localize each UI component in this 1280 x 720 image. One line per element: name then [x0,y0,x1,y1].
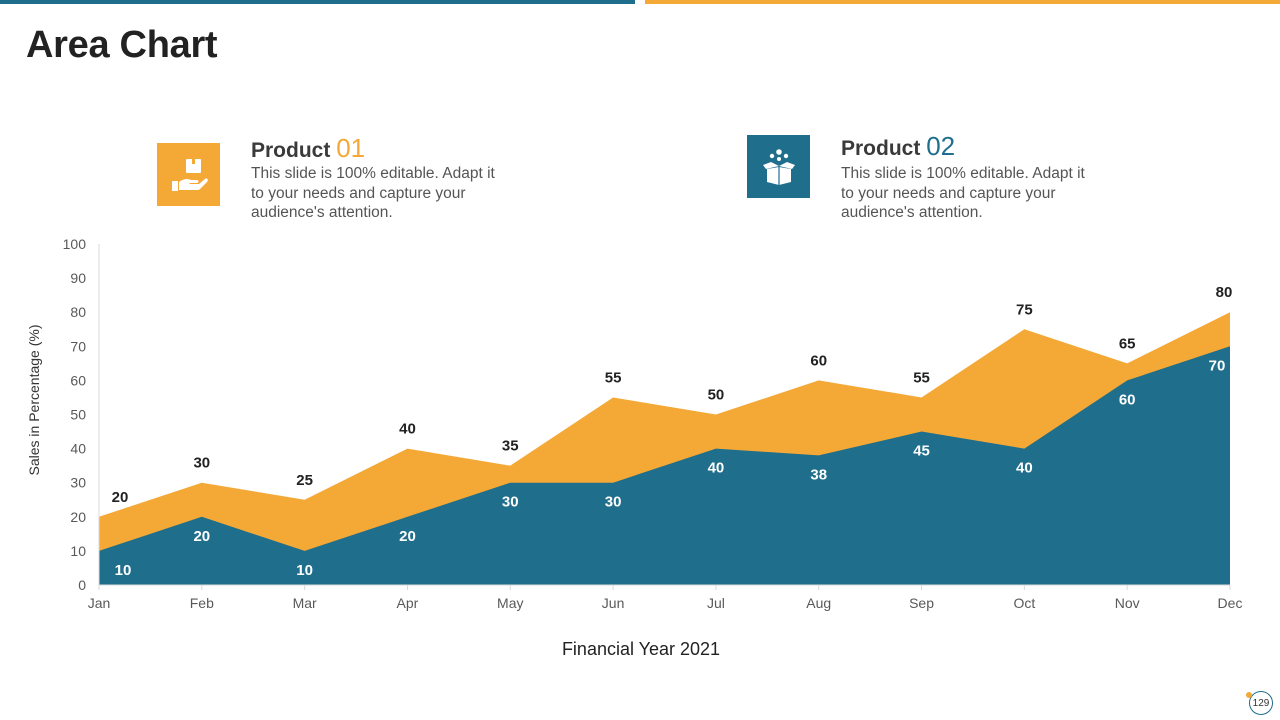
data-label-series-2: 10 [296,562,313,579]
data-label-series-2: 70 [1209,357,1226,374]
open-box-icon [762,148,795,185]
page-number-badge: 129 [1249,691,1273,715]
data-label-series-1: 35 [502,438,519,455]
data-label-series-2: 30 [502,494,519,511]
product-2-label: Product [841,137,921,160]
data-label-series-2: 30 [605,494,622,511]
data-label-series-2: 40 [1016,460,1033,477]
product-2-description: This slide is 100% editable. Adapt it to… [841,165,1085,221]
data-label-series-1: 60 [810,352,827,369]
x-tick-label: Apr [397,595,419,611]
x-tick-label: Jan [88,595,111,611]
data-label-series-2: 40 [708,460,725,477]
data-label-series-1: 40 [399,421,416,438]
y-tick-label: 20 [70,509,86,525]
top-accent-bar-right [645,0,1280,4]
product-2-icon-box [747,135,810,198]
data-label-series-2: 60 [1119,391,1136,408]
data-label-series-1: 50 [708,387,725,404]
top-accent-bar-left [0,0,635,4]
y-tick-label: 100 [63,236,87,252]
product-1-description: This slide is 100% editable. Adapt it to… [251,165,495,221]
area-series-2 [99,346,1230,585]
y-tick-label: 90 [70,270,86,286]
x-tick-label: Mar [293,595,317,611]
data-label-series-1: 55 [913,369,930,386]
y-axis-title: Sales in Percentage (%) [26,325,42,476]
y-tick-label: 70 [70,338,86,354]
data-label-series-1: 30 [193,455,210,472]
y-tick-label: 60 [70,372,86,388]
data-label-series-1: 25 [296,472,313,489]
page-title: Area Chart [26,24,218,66]
data-label-series-2: 45 [913,443,930,460]
y-tick-label: 80 [70,304,86,320]
data-label-series-1: 80 [1216,284,1233,301]
page-number-dot [1246,692,1252,698]
data-label-series-2: 20 [399,528,416,545]
page-number: 129 [1252,697,1270,709]
x-tick-label: Feb [190,595,214,611]
product-1-number: 01 [336,133,366,163]
data-label-series-2: 20 [193,528,210,545]
x-tick-label: Oct [1013,595,1035,611]
hand-holding-box-icon [171,158,208,191]
x-tick-label: Sep [909,595,934,611]
y-tick-label: 10 [70,543,86,559]
y-tick-label: 30 [70,475,86,491]
data-label-series-1: 65 [1119,335,1136,352]
y-tick-label: 50 [70,407,86,423]
x-tick-label: Nov [1115,595,1140,611]
x-tick-label: Dec [1218,595,1243,611]
x-tick-label: Jun [602,595,625,611]
x-tick-label: Aug [806,595,831,611]
data-label-series-1: 75 [1016,301,1033,318]
product-2-number: 02 [926,131,956,161]
product-1-icon-box [157,143,220,206]
data-label-series-2: 38 [810,466,827,483]
x-axis-title: Financial Year 2021 [562,639,720,659]
product-2-heading: Product 02 [841,131,955,162]
y-tick-label: 40 [70,441,86,457]
product-1-heading: Product 01 [251,133,365,164]
product-1-label: Product [251,139,331,162]
x-tick-label: May [497,595,523,611]
data-label-series-2: 10 [115,562,132,579]
y-tick-label: 0 [78,577,86,593]
x-tick-label: Jul [707,595,725,611]
data-label-series-1: 55 [605,369,622,386]
data-label-series-1: 20 [112,489,129,506]
